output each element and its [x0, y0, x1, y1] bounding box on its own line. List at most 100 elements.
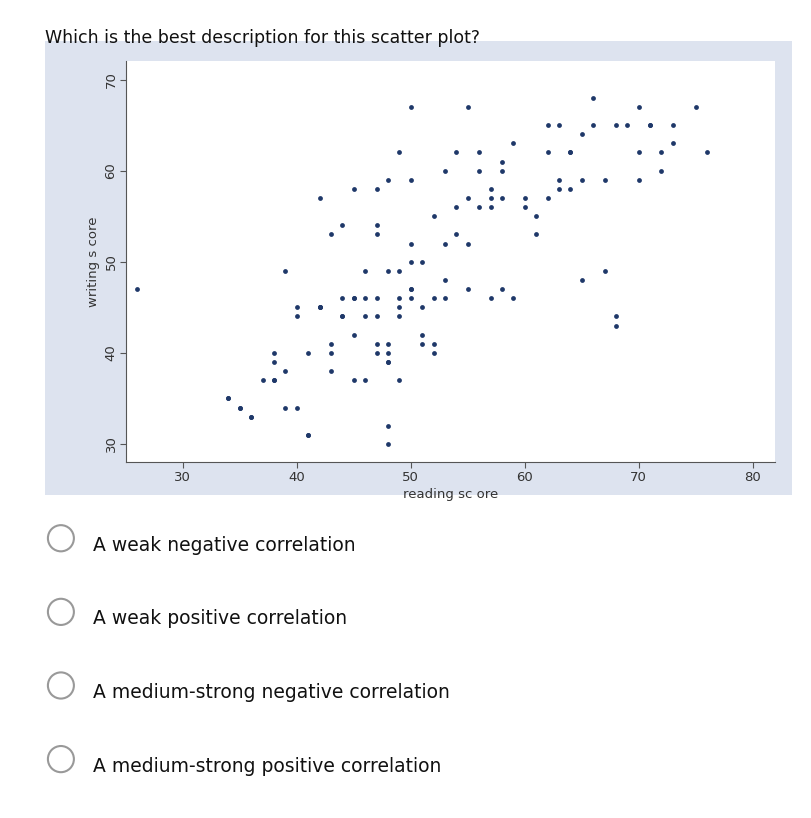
Point [517, 191, 530, 204]
Point [336, 218, 349, 231]
Text: A medium-strong positive correlation: A medium-strong positive correlation [93, 757, 441, 775]
Point [324, 228, 337, 241]
Point [643, 119, 656, 132]
Y-axis label: writing s core: writing s core [88, 217, 101, 307]
Point [415, 301, 428, 314]
Point [427, 209, 440, 222]
Point [381, 264, 394, 277]
Point [370, 337, 383, 350]
Point [244, 410, 257, 423]
Point [358, 374, 371, 387]
Point [302, 429, 315, 442]
Point [609, 310, 622, 323]
Point [461, 191, 474, 204]
Point [540, 119, 553, 132]
Point [370, 292, 383, 305]
Point [438, 292, 451, 305]
Point [370, 310, 383, 323]
Point [483, 200, 496, 213]
Point [233, 401, 246, 414]
Point [506, 292, 519, 305]
Point [358, 264, 371, 277]
Point [267, 355, 280, 368]
Point [449, 200, 462, 213]
Point [574, 273, 587, 286]
Point [381, 438, 394, 451]
Point [313, 301, 326, 314]
Point [347, 182, 360, 196]
Point [221, 392, 234, 405]
Point [551, 182, 564, 196]
Point [609, 319, 622, 332]
Point [404, 237, 417, 250]
Point [586, 119, 599, 132]
Point [540, 191, 553, 204]
Point [404, 282, 417, 295]
Point [278, 401, 291, 414]
Point [393, 292, 406, 305]
Point [654, 164, 667, 178]
Point [393, 146, 406, 159]
Point [131, 282, 144, 295]
Point [461, 101, 474, 114]
Point [632, 173, 645, 187]
X-axis label: reading sc ore: reading sc ore [402, 488, 498, 501]
Point [267, 374, 280, 387]
Point [404, 282, 417, 295]
Point [472, 200, 485, 213]
Point [427, 337, 440, 350]
Point [370, 228, 383, 241]
Point [267, 346, 280, 359]
Point [290, 401, 303, 414]
Point [393, 264, 406, 277]
Point [324, 337, 337, 350]
Point [233, 401, 246, 414]
Point [244, 410, 257, 423]
Point [461, 237, 474, 250]
Point [666, 119, 679, 132]
Point [495, 191, 508, 204]
Point [347, 292, 360, 305]
Point [381, 355, 394, 368]
Point [370, 346, 383, 359]
Point [700, 146, 713, 159]
Point [381, 346, 394, 359]
Point [336, 292, 349, 305]
Point [404, 101, 417, 114]
Point [370, 182, 383, 196]
Point [597, 264, 610, 277]
Point [404, 173, 417, 187]
Point [654, 146, 667, 159]
Point [506, 137, 519, 150]
Point [574, 128, 587, 141]
Text: A weak negative correlation: A weak negative correlation [93, 536, 355, 555]
Point [609, 119, 622, 132]
Point [324, 365, 337, 378]
Point [290, 301, 303, 314]
Point [449, 146, 462, 159]
Point [302, 429, 315, 442]
Point [302, 346, 315, 359]
Point [540, 146, 553, 159]
Point [393, 374, 406, 387]
Point [381, 355, 394, 368]
Point [221, 392, 234, 405]
Point [563, 146, 576, 159]
Point [313, 301, 326, 314]
Point [255, 374, 268, 387]
Point [347, 292, 360, 305]
Point [643, 119, 656, 132]
Point [620, 119, 633, 132]
Point [495, 282, 508, 295]
Point [393, 310, 406, 323]
Point [472, 146, 485, 159]
Point [472, 164, 485, 178]
Point [529, 228, 542, 241]
Point [563, 146, 576, 159]
Point [632, 101, 645, 114]
Text: Which is the best description for this scatter plot?: Which is the best description for this s… [45, 29, 479, 47]
Point [404, 292, 417, 305]
Point [278, 264, 291, 277]
Point [529, 209, 542, 222]
Point [689, 101, 702, 114]
